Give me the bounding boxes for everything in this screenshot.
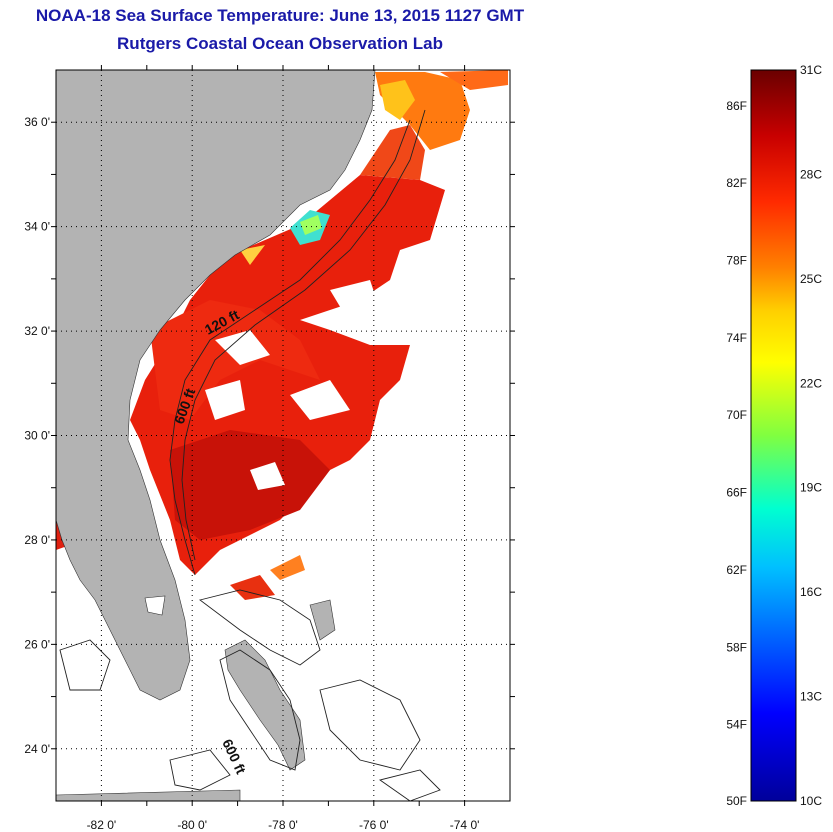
celsius-label: 22C [800, 376, 822, 390]
colorbar: 86F 82F 78F 74F 70F 66F 62F 58F 54F 50F … [726, 63, 822, 808]
depth-contours [59, 109, 441, 801]
colorbar-gradient [750, 69, 797, 802]
celsius-label: 19C [800, 481, 822, 495]
lon-tick-label: -78 0' [268, 818, 298, 832]
fahrenheit-label: 62F [726, 563, 747, 577]
celsius-label: 31C [800, 63, 822, 77]
map-frame [55, 69, 511, 802]
fahrenheit-label: 50F [726, 794, 747, 808]
fahrenheit-label: 78F [726, 254, 747, 268]
lon-tick-label: -74 0' [450, 818, 480, 832]
celsius-label: 10C [800, 794, 822, 808]
celsius-label: 16C [800, 585, 822, 599]
lat-tick-label: 36 0' [24, 115, 50, 129]
lon-tick-label: -82 0' [87, 818, 117, 832]
lat-tick-label: 32 0' [24, 324, 50, 338]
lat-tick-label: 34 0' [24, 220, 50, 234]
graticule [51, 65, 515, 806]
lat-tick-label: 28 0' [24, 533, 50, 547]
fahrenheit-label: 74F [726, 331, 747, 345]
fahrenheit-label: 86F [726, 99, 747, 113]
longitude-axis: -82 0' -80 0' -78 0' -76 0' -74 0' [87, 818, 480, 832]
fahrenheit-label: 70F [726, 408, 747, 422]
lon-tick-label: -80 0' [177, 818, 207, 832]
fahrenheit-label: 66F [726, 486, 747, 500]
colorbar-fahrenheit-labels: 86F 82F 78F 74F 70F 66F 62F 58F 54F 50F [726, 99, 747, 808]
lat-tick-label: 26 0' [24, 637, 50, 651]
land [56, 70, 376, 801]
map-subtitle: Rutgers Coastal Ocean Observation Lab [117, 34, 443, 53]
celsius-label: 25C [800, 272, 822, 286]
fahrenheit-label: 82F [726, 176, 747, 190]
map-title: NOAA-18 Sea Surface Temperature: June 13… [35, 6, 525, 25]
lat-tick-label: 30 0' [24, 429, 50, 443]
colorbar-celsius-labels: 31C 28C 25C 22C 19C 16C 13C 10C [800, 63, 822, 808]
latitude-axis: 36 0' 34 0' 32 0' 30 0' 28 0' 26 0' 24 0… [24, 115, 50, 756]
fahrenheit-label: 54F [726, 718, 747, 732]
celsius-label: 13C [800, 690, 822, 704]
fahrenheit-label: 58F [726, 640, 747, 654]
lon-tick-label: -76 0' [359, 818, 389, 832]
lat-tick-label: 24 0' [24, 742, 50, 756]
celsius-label: 28C [800, 167, 822, 181]
